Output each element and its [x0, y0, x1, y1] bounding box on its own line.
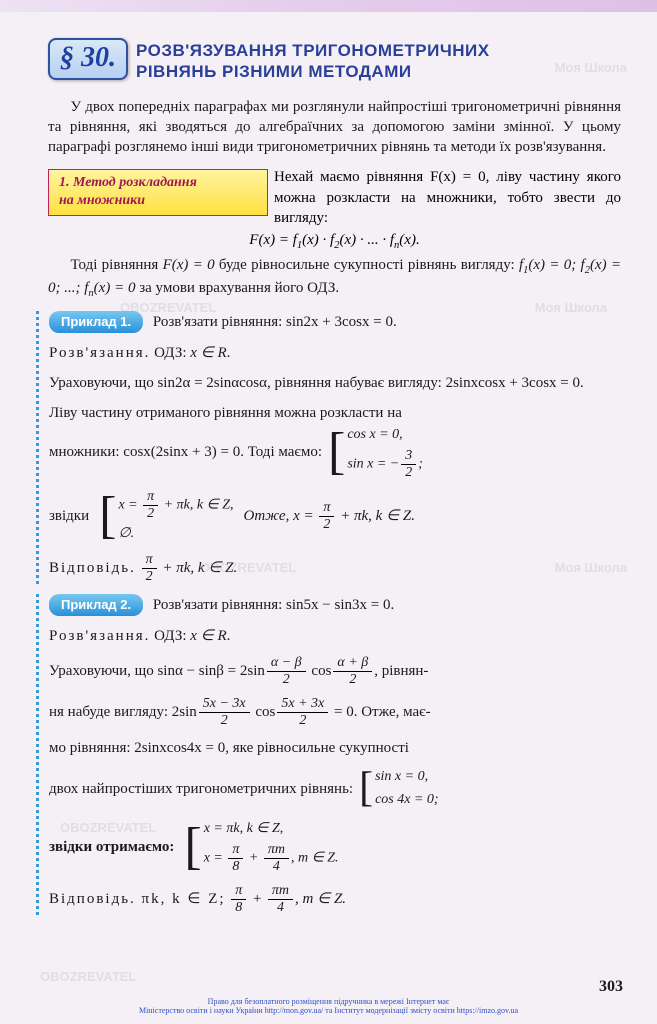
ex1-line1: Розв'язання. ОДЗ: x ∈ R. [49, 343, 621, 363]
ex2-line6-pre: звідки отримаємо: [49, 837, 174, 857]
ex2-line4: мо рівняння: 2sinxcos4x = 0, яке рівноси… [49, 738, 621, 758]
ex1-system2: [ x = π2 + πk, k ∈ Z, ∅. [99, 490, 233, 544]
method-box: 1. Метод розкладання на множники [48, 169, 268, 215]
ex1-sys1-b: sin x = −32; [347, 449, 423, 480]
title-line-1: РОЗВ'ЯЗУВАННЯ ТРИГОНОМЕТРИЧНИХ [136, 40, 490, 61]
ex2-line5-pre: двох найпростіших тригонометричних рівня… [49, 779, 353, 799]
ex2-line1: Розв'язання. ОДЗ: x ∈ R. [49, 626, 621, 646]
ex2-problem: Розв'язати рівняння: sin5x − sin3x = 0. [153, 597, 394, 613]
page-number: 303 [599, 978, 623, 996]
ex1-sys2-a: x = π2 + πk, k ∈ Z, [118, 490, 233, 521]
ex2-sys3-a: sin x = 0, [375, 768, 439, 787]
method-row: 1. Метод розкладання на множники Нехай м… [48, 167, 621, 228]
method-box-line1: 1. Метод розкладання [59, 174, 253, 192]
ex2-system4: [ x = πk, k ∈ Z, x = π8 + πm4, m ∈ Z. [184, 820, 338, 874]
formula-factorization: F(x) = f1(x) · f2(x) · ... · fn(x). [48, 232, 621, 251]
ex2-sys3-b: cos 4x = 0; [375, 791, 439, 810]
ex1-problem: Розв'язати рівняння: sin2x + 3cosx = 0. [153, 314, 397, 330]
example-tag-2: Приклад 2. [49, 594, 143, 616]
page-container: § 30. РОЗВ'ЯЗУВАННЯ ТРИГОНОМЕТРИЧНИХ РІВ… [0, 0, 657, 935]
section-header: § 30. РОЗВ'ЯЗУВАННЯ ТРИГОНОМЕТРИЧНИХ РІВ… [48, 38, 621, 83]
ex1-line2: Ураховуючи, що sin2α = 2sinαcosα, рівнян… [49, 373, 621, 393]
ex1-line4-pre: множники: cosx(2sinx + 3) = 0. Тоді маєм… [49, 442, 322, 462]
example-1: Приклад 1. Розв'язати рівняння: sin2x + … [36, 311, 621, 584]
ex1-sys1-a: cos x = 0, [347, 426, 423, 445]
ex2-sys4-a: x = πk, k ∈ Z, [204, 820, 339, 839]
ex1-system1: [ cos x = 0, sin x = −32; [328, 426, 423, 480]
ex1-sys2-b: ∅. [118, 525, 233, 544]
ex2-line5-row: двох найпростіших тригонометричних рівня… [49, 768, 621, 810]
title-line-2: РІВНЯНЬ РІЗНИМИ МЕТОДАМИ [136, 61, 490, 82]
paragraph-equiv: Тоді рівняння F(x) = 0 буде рівносильне … [48, 255, 621, 301]
ex1-factor-row: множники: cosx(2sinx + 3) = 0. Тоді маєм… [49, 426, 621, 480]
watermark: OBOZREVATEL [40, 969, 136, 984]
ex2-system3: [ sin x = 0, cos 4x = 0; [359, 768, 439, 810]
ex2-header: Приклад 2. Розв'язати рівняння: sin5x − … [49, 594, 621, 616]
example-2: Приклад 2. Розв'язати рівняння: sin5x − … [36, 594, 621, 915]
method-box-line2: на множники [59, 192, 253, 210]
ex2-line6-row: звідки отримаємо: [ x = πk, k ∈ Z, x = π… [49, 820, 621, 874]
example-tag-1: Приклад 1. [49, 311, 143, 333]
ex2-line3: ня набуде вигляду: 2sin5x − 3x2 cos5x + … [49, 697, 621, 728]
ex2-answer: Відповідь. πk, k ∈ Z; π8 + πm4, m ∈ Z. [49, 884, 621, 915]
ex1-result-row: звідки [ x = π2 + πk, k ∈ Z, ∅. Отже, x … [49, 490, 621, 544]
ex1-answer: Відповідь. π2 + πk, k ∈ Z. [49, 553, 621, 584]
intro-paragraph: У двох попередніх параграфах ми розгляну… [48, 97, 621, 158]
ex1-header: Приклад 1. Розв'язати рівняння: sin2x + … [49, 311, 621, 333]
ex1-line5-post: Отже, x = π2 + πk, k ∈ Z. [244, 501, 416, 532]
method-text: Нехай маємо рівняння F(x) = 0, ліву част… [274, 169, 621, 226]
footer-line1: Право для безоплатного розміщення підруч… [0, 997, 657, 1007]
footer-line2: Міністерство освіти і науки України http… [0, 1006, 657, 1016]
footer-note: Право для безоплатного розміщення підруч… [0, 997, 657, 1016]
ex1-line3: Ліву частину отриманого рівняння можна р… [49, 403, 621, 423]
section-number-badge: § 30. [48, 38, 128, 80]
ex2-sys4-b: x = π8 + πm4, m ∈ Z. [204, 843, 339, 874]
ex1-line5-pre: звідки [49, 506, 89, 526]
section-title: РОЗВ'ЯЗУВАННЯ ТРИГОНОМЕТРИЧНИХ РІВНЯНЬ Р… [136, 38, 490, 83]
ex2-line2: Ураховуючи, що sinα − sinβ = 2sinα − β2 … [49, 656, 621, 687]
